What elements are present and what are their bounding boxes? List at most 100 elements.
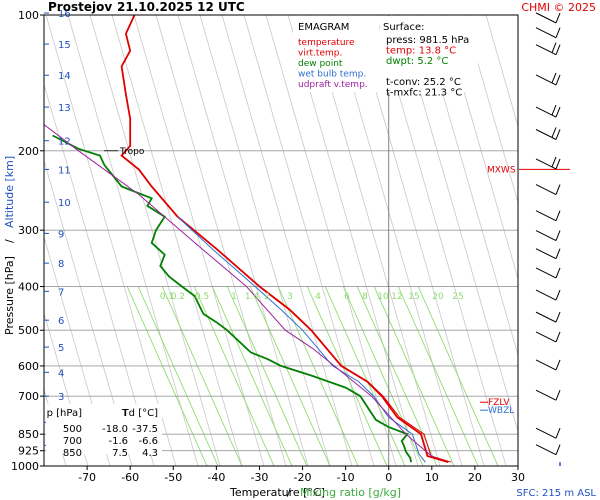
table-cell: -18.0 bbox=[102, 424, 128, 435]
wind-barb-flag bbox=[555, 74, 561, 86]
x-tick-label: 20 bbox=[468, 471, 482, 484]
header-station: Prostejov bbox=[48, 0, 112, 14]
x-tick-label: 30 bbox=[511, 471, 525, 484]
mixing-ratio-label: 1.4 bbox=[245, 292, 260, 302]
altitude-label: 9 bbox=[58, 229, 64, 240]
x-tick-label: -20 bbox=[294, 471, 312, 484]
wind-barb-flag bbox=[555, 311, 561, 323]
wind-barb-flag bbox=[555, 210, 561, 221]
mixing-ratio-line bbox=[397, 285, 479, 466]
mixing-ratio-line bbox=[211, 285, 293, 466]
y-tick-label: 700 bbox=[18, 390, 39, 403]
adiabat-line bbox=[45, 15, 177, 466]
wind-barb bbox=[535, 248, 561, 260]
wind-barb-staff bbox=[535, 331, 557, 343]
adiabat-line bbox=[44, 311, 89, 466]
mixing-ratio-label: 6 bbox=[344, 292, 350, 302]
x-tick-label: -40 bbox=[207, 471, 225, 484]
adiabat-line bbox=[44, 235, 111, 466]
wind-barb-flag bbox=[555, 359, 561, 371]
mixing-ratio-line bbox=[342, 285, 424, 466]
sfc-label: SFC: 215 m ASL bbox=[516, 488, 596, 499]
y-tick-label: 300 bbox=[18, 224, 39, 237]
mixing-ratio-line bbox=[417, 285, 499, 466]
wind-barb bbox=[535, 156, 561, 170]
wind-barb bbox=[535, 331, 561, 343]
plot-frame bbox=[43, 14, 519, 467]
adiabat-line bbox=[133, 15, 265, 466]
mixing-ratio-line bbox=[226, 285, 308, 466]
wind-barb-staff bbox=[535, 389, 557, 401]
wind-barb-flag bbox=[555, 267, 561, 279]
wind-barb bbox=[535, 289, 561, 301]
table-cell: 700 bbox=[63, 436, 82, 447]
wind-barb bbox=[535, 104, 561, 118]
y-tick-label: 400 bbox=[18, 281, 39, 294]
mixing-ratio-label: 3 bbox=[287, 292, 293, 302]
wind-barb-staff bbox=[535, 359, 557, 371]
altitude-label: 6 bbox=[58, 316, 64, 327]
table-cell: -37.5 bbox=[132, 424, 158, 435]
mixing-ratio-line bbox=[126, 285, 208, 466]
altitude-label: 10 bbox=[58, 198, 71, 209]
altitude-label: 3 bbox=[58, 392, 64, 403]
legend-entry: udpraft v.temp. bbox=[298, 80, 368, 90]
mixing-ratio-line bbox=[373, 285, 455, 466]
header-datetime: 21.10.2025 12 UTC bbox=[117, 0, 245, 14]
wind-barb bbox=[535, 12, 561, 24]
wind-barb-staff bbox=[535, 12, 557, 24]
mixing-ratio-label: 12 bbox=[391, 292, 402, 302]
wind-barb-staff bbox=[535, 44, 557, 56]
altitude-label: 16 bbox=[58, 9, 71, 20]
table-cell: -6.6 bbox=[138, 436, 158, 447]
surface-title: Surface: bbox=[383, 22, 424, 33]
altitude-label: 7 bbox=[58, 287, 64, 298]
wind-barb bbox=[535, 444, 561, 456]
wind-barb-flag bbox=[551, 104, 557, 116]
mixing-ratio-line bbox=[356, 285, 438, 466]
adiabat-line bbox=[463, 15, 518, 204]
wind-barb-staff bbox=[535, 267, 557, 279]
x-tick-label: -30 bbox=[250, 471, 268, 484]
x-tick-label: 10 bbox=[425, 471, 439, 484]
wind-barb-flag bbox=[555, 106, 561, 118]
table-header: Td [°C] bbox=[122, 408, 159, 419]
altitude-label: 14 bbox=[58, 71, 71, 82]
wind-barb-flag bbox=[555, 248, 561, 259]
surface-line: t-mxfc: 21.3 °C bbox=[386, 88, 462, 99]
altitude-label: 11 bbox=[58, 165, 71, 176]
y-axis-title: Pressure [hPa] bbox=[3, 256, 16, 335]
mixing-ratio-line bbox=[249, 285, 331, 466]
header-copyright: CHMI © 2025 bbox=[521, 1, 596, 14]
mixing-ratio-line bbox=[324, 285, 406, 466]
adiabat-line bbox=[177, 15, 309, 466]
legend-title: EMAGRAM bbox=[298, 22, 349, 33]
altitude-label: 4 bbox=[58, 368, 64, 379]
y-tick-label: 600 bbox=[18, 360, 39, 373]
y-axis-title-altitude: Altitude [km] bbox=[3, 156, 16, 228]
mixing-ratio-label: 20 bbox=[432, 292, 444, 302]
wind-barb bbox=[535, 27, 561, 39]
wind-barb-flag bbox=[555, 389, 561, 401]
wind-barb-flag bbox=[551, 72, 557, 84]
adiabat-line bbox=[67, 15, 199, 466]
table-header: p [hPa] bbox=[47, 408, 82, 419]
wind-barb-flag bbox=[555, 129, 561, 140]
mixing-ratio-label: 0.1 bbox=[160, 292, 174, 302]
wind-barb-flag bbox=[555, 427, 561, 439]
legend-entry: virt.temp. bbox=[298, 49, 342, 59]
fzlv-label: FZLV bbox=[488, 398, 510, 408]
wind-barb-staff bbox=[535, 427, 557, 439]
y-tick-label: 100 bbox=[18, 9, 39, 22]
y-tick-label: 200 bbox=[18, 145, 39, 158]
surface-line: t-conv: 25.2 °C bbox=[386, 77, 461, 88]
wind-barb bbox=[535, 72, 561, 86]
y-tick-label: 925 bbox=[18, 445, 39, 458]
wind-barb-staff bbox=[535, 444, 557, 456]
wind-barb-staff bbox=[535, 158, 557, 170]
wind-barb-flag bbox=[555, 27, 561, 38]
mixing-ratio-label: 15 bbox=[408, 292, 419, 302]
wind-barb-staff bbox=[535, 106, 557, 118]
altitude-label: 13 bbox=[58, 103, 71, 114]
x-tick-label: -60 bbox=[121, 471, 139, 484]
